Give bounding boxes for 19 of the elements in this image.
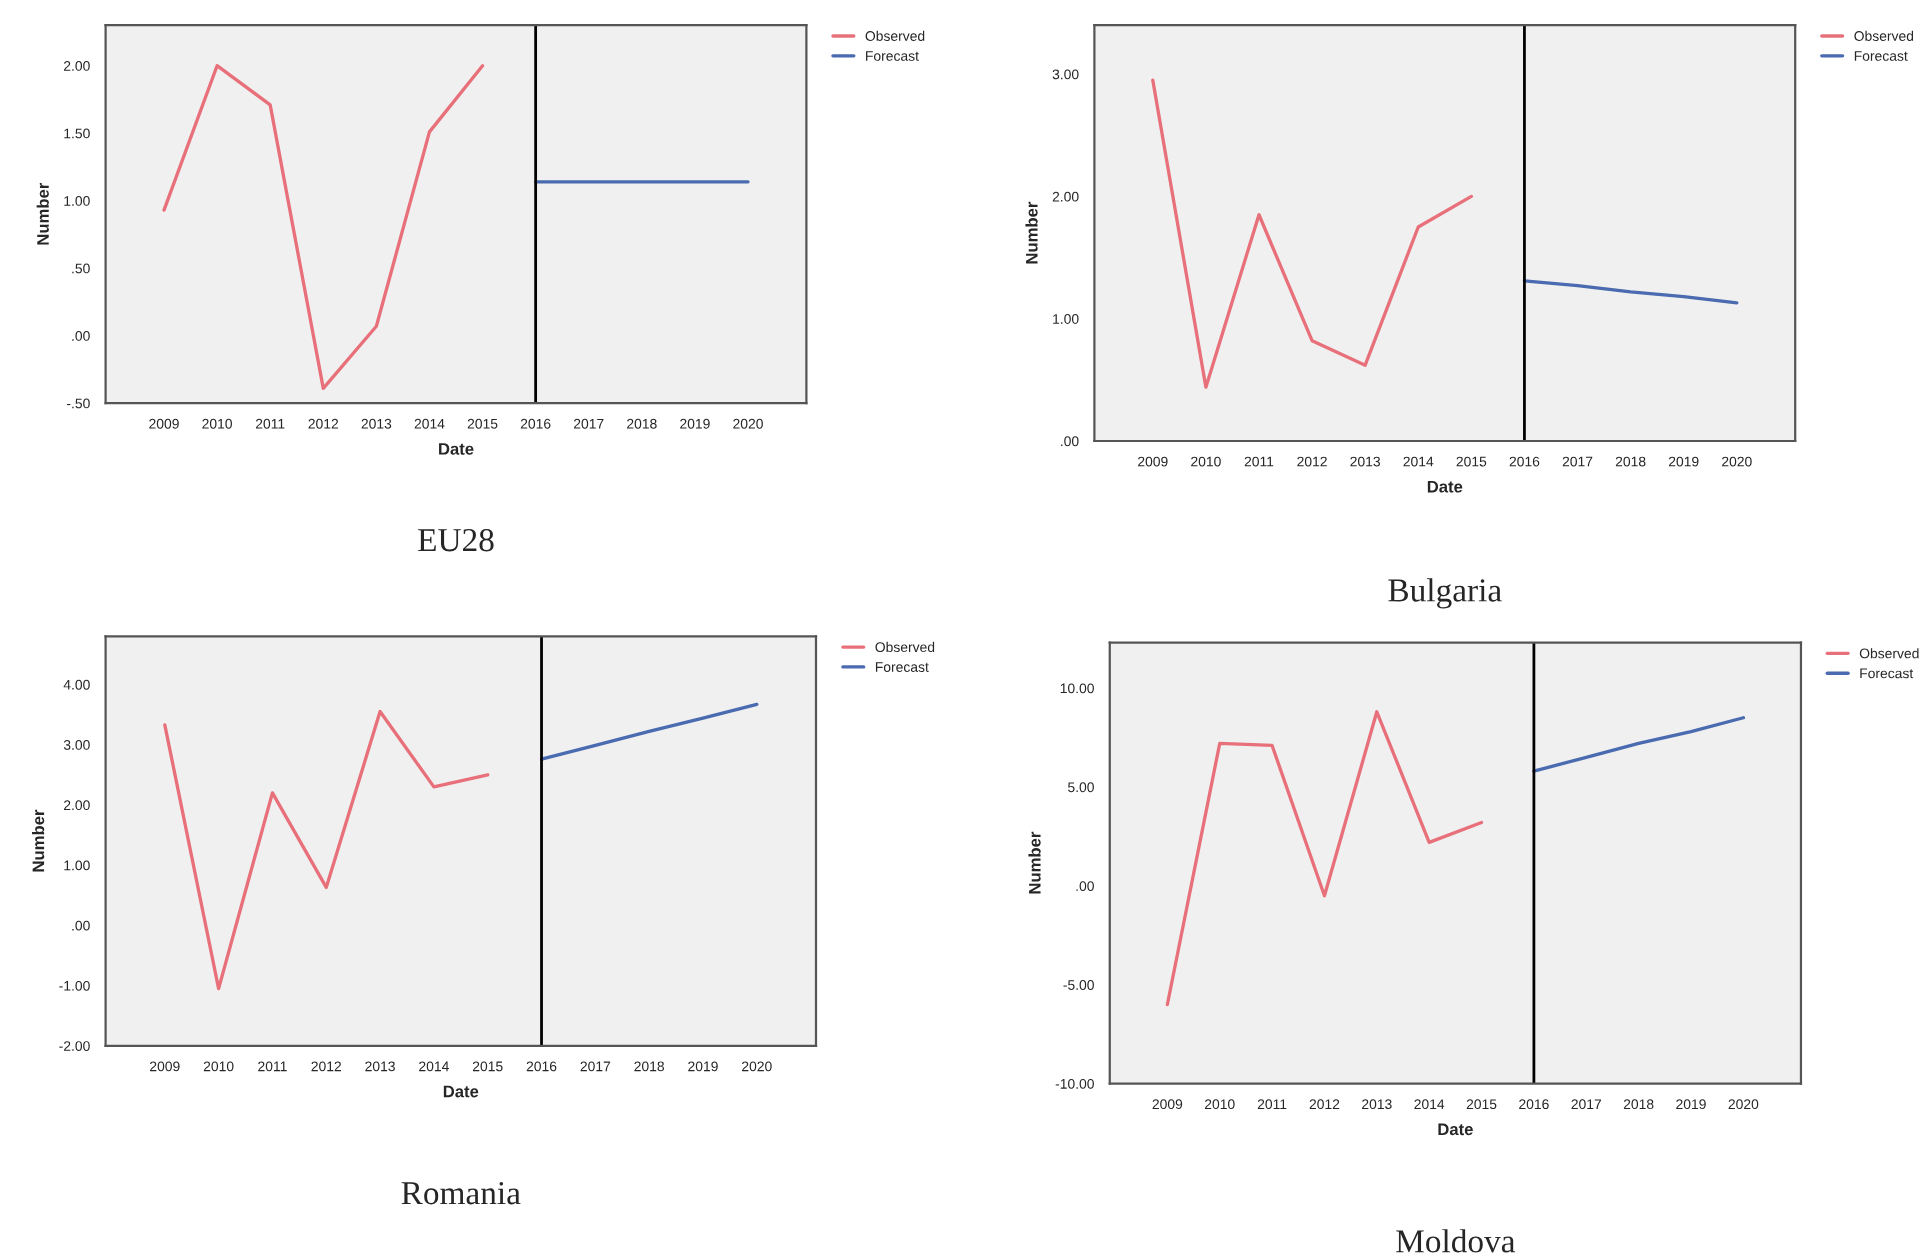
x-axis-title: Date — [1427, 480, 1463, 493]
line-series — [163, 709, 490, 991]
x-axis-title: Date — [443, 1085, 479, 1098]
x-axis-title: Date — [439, 443, 474, 455]
line-series — [1165, 710, 1484, 1007]
y-axis-title: Number — [36, 182, 49, 245]
line-series — [1522, 279, 1739, 305]
y-axis-title: Number — [32, 809, 45, 872]
text: Romania — [401, 1181, 521, 1205]
y-axis-title: Number — [1028, 831, 1041, 894]
text: Bulgaria — [1388, 578, 1502, 609]
y-axis-title: Number — [1025, 201, 1038, 264]
line-series — [162, 64, 485, 391]
text: Moldova — [1396, 1229, 1516, 1253]
line-series — [1532, 716, 1746, 773]
text: EU28 — [418, 528, 494, 552]
x-axis-title: Date — [1438, 1123, 1473, 1136]
line-series — [539, 702, 759, 761]
line-series — [1151, 78, 1474, 389]
